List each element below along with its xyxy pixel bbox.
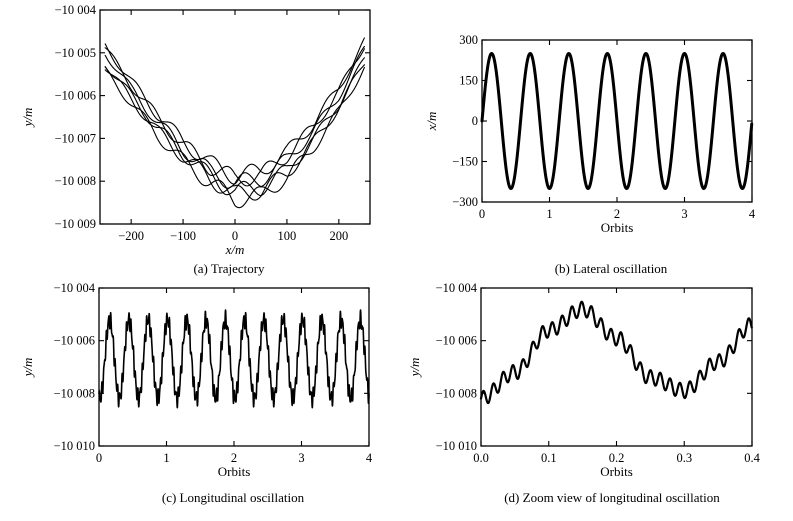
y-tick-label: −150 [452, 155, 478, 169]
trajectory-line [104, 47, 365, 187]
x-tick-label: 0.4 [744, 451, 760, 465]
y-tick-label: −10 008 [55, 174, 96, 188]
panel-longitudinal-oscillation: 0 1 2 3 4 −10 004 −10 006 −10 008 −10 010 Orbits y… [20, 281, 373, 505]
longitudinal-oscillation-line [98, 309, 370, 409]
y-tick-label: −10 010 [436, 439, 477, 453]
trajectory-line [104, 64, 365, 201]
y-tick-label: −10 007 [55, 131, 96, 145]
x-tick-label: 1 [163, 451, 169, 465]
x-axis-title: Orbits [218, 464, 251, 479]
y-tick-label: −10 008 [54, 386, 95, 400]
panel-caption: (c) Longitudinal oscillation [162, 490, 305, 505]
x-axis-title: x/m [225, 242, 245, 257]
trajectory-line [104, 57, 365, 197]
x-tick-label: 4 [366, 451, 373, 465]
x-tick-label: 1 [546, 207, 552, 221]
y-axis-title: y/m [20, 358, 35, 379]
trajectory-line [104, 37, 365, 185]
y-tick-label: −10 006 [54, 334, 95, 348]
x-tick-label: 4 [749, 207, 756, 221]
y-tick-label: −10 008 [436, 386, 477, 400]
y-tick-label: 300 [459, 33, 478, 47]
panel-lateral-oscillation: 0 1 2 3 4 300 150 0 −150 −300 Orbits x/m (b) Lateral… [424, 33, 756, 276]
zoom-oscillation-line [479, 300, 753, 405]
y-axis-title: y/m [20, 108, 35, 129]
y-tick-label: −10 010 [54, 439, 95, 453]
x-tick-label: 0 [479, 207, 485, 221]
y-tick-label: −300 [452, 195, 478, 209]
y-tick-label: −10 004 [55, 3, 97, 17]
x-tick-label: 0.1 [541, 451, 557, 465]
y-tick-label: −10 006 [436, 334, 477, 348]
x-tick-label: −200 [118, 229, 144, 243]
panel-zoom-longitudinal: 0.0 0.1 0.2 0.3 0.4 −10 004 −10 006 −10 008 −10 … [407, 281, 761, 505]
panel-caption: (b) Lateral oscillation [555, 261, 668, 276]
x-tick-label: −100 [170, 229, 196, 243]
x-tick-label: 100 [278, 229, 297, 243]
y-tick-label: −10 004 [436, 281, 478, 295]
x-tick-label: 3 [681, 207, 687, 221]
x-tick-label: 0 [232, 229, 238, 243]
x-tick-label: 3 [298, 451, 304, 465]
x-tick-label: 2 [614, 207, 620, 221]
panel-trajectory: −200 −100 0 100 200 −10 004 −10 005 −10 006 −10 … [20, 3, 371, 276]
lateral-oscillation-line [480, 52, 754, 190]
y-tick-label: 150 [459, 74, 478, 88]
panel-caption: (d) Zoom view of longitudinal oscillatio… [504, 490, 720, 505]
x-tick-label: 0.3 [676, 451, 692, 465]
y-tick-label: −10 004 [54, 281, 96, 295]
x-tick-label: 0.0 [473, 451, 489, 465]
y-axis-title: y/m [407, 358, 422, 379]
x-axis-title: Orbits [600, 464, 633, 479]
y-tick-label: 0 [472, 114, 478, 128]
x-tick-label: 0.2 [609, 451, 625, 465]
y-axis-title: x/m [424, 112, 439, 132]
panel-caption: (a) Trajectory [193, 261, 265, 276]
x-axis-title: Orbits [601, 220, 634, 235]
x-tick-label: 0 [96, 451, 102, 465]
y-tick-label: −10 009 [55, 217, 96, 231]
y-tick-label: −10 006 [55, 89, 96, 103]
trajectory-line [104, 66, 365, 209]
y-tick-label: −10 005 [55, 46, 96, 60]
plot-frame [98, 287, 370, 447]
x-tick-label: 200 [329, 229, 348, 243]
x-tick-label: 2 [231, 451, 237, 465]
